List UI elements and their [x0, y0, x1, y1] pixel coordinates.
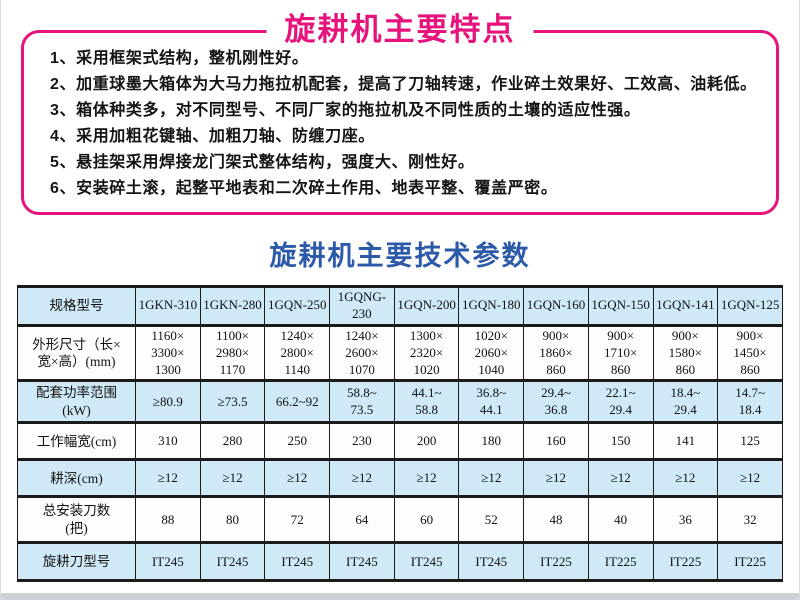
model-header: 1GQN-250: [264, 285, 331, 327]
model-header: 1GQN-180: [458, 285, 525, 327]
feature-item-5: 5、悬挂架采用焊接龙门架式整体结构，强度大、刚性好。: [50, 154, 475, 171]
model-header: 1GQN-125: [717, 285, 783, 327]
spec-cell: ≥12: [523, 458, 589, 499]
spec-cell: 80: [199, 495, 266, 545]
table-row-blade-count: 总安装刀数 (把) 88 80 72 64 60 52 48 40 36 32: [17, 495, 783, 545]
spec-cell: 1100× 2980× 1170: [199, 323, 266, 383]
spec-cell: 72: [264, 495, 331, 545]
spec-cell: ≥12: [135, 458, 201, 499]
model-header: 1GQN-200: [393, 285, 460, 327]
spec-cell: IT245: [135, 541, 201, 583]
spec-cell: 150: [587, 421, 654, 462]
model-header: 1GKN-310: [135, 285, 201, 327]
spec-cell: 18.4~ 29.4: [652, 379, 719, 425]
specs-title: 旋耕机主要技术参数: [269, 241, 531, 271]
spec-cell: 88: [135, 495, 201, 545]
spec-cell: ≥12: [458, 458, 525, 499]
spec-cell: 52: [458, 495, 525, 545]
spec-cell: 48: [523, 495, 589, 545]
spec-cell: 160: [523, 421, 589, 462]
spec-cell: ≥12: [717, 458, 783, 499]
spec-cell: 141: [652, 421, 719, 462]
spec-cell: 66.2~92: [264, 379, 331, 425]
table-row-power: 配套功率范围 (kW) ≥80.9 ≥73.5 66.2~92 58.8~ 73…: [17, 379, 783, 425]
spec-cell: IT225: [587, 541, 654, 583]
spec-cell: ≥73.5: [199, 379, 266, 425]
corner-label: 规格型号: [17, 285, 136, 327]
spec-row-label: 耕深(cm): [17, 458, 136, 499]
spec-cell: 29.4~ 36.8: [523, 379, 589, 425]
spec-row-label: 总安装刀数 (把): [17, 495, 136, 545]
spec-cell: ≥12: [264, 458, 331, 499]
spec-cell: 36: [652, 495, 719, 545]
spec-cell: 900× 1450× 860: [717, 323, 783, 383]
spec-cell: IT245: [329, 541, 395, 583]
spec-cell: 44.1~ 58.8: [393, 379, 460, 425]
table-header-row: 规格型号 1GKN-310 1GKN-280 1GQN-250 1GQNG-23…: [17, 285, 783, 327]
spec-cell: 1160× 3300× 1300: [135, 323, 201, 383]
table-row-working-width: 工作幅宽(cm) 310 280 250 230 200 180 160 150…: [17, 421, 783, 462]
table-row-dimensions: 外形尺寸（长× 宽×高）(mm) 1160× 3300× 1300 1100× …: [17, 323, 783, 383]
spec-cell: 230: [329, 421, 395, 462]
spec-cell: 250: [264, 421, 331, 462]
table-row-blade-model: 旋耕刀型号 IT245 IT245 IT245 IT245 IT245 IT24…: [17, 541, 783, 583]
features-title: 旋耕机主要特点: [266, 10, 534, 50]
spec-cell: 900× 1710× 860: [587, 323, 654, 383]
spec-row-label: 工作幅宽(cm): [17, 421, 136, 462]
table-row-tilling-depth: 耕深(cm) ≥12 ≥12 ≥12 ≥12 ≥12 ≥12 ≥12 ≥12 ≥…: [17, 458, 783, 499]
feature-item-2: 2、加重球墨大箱体为大马力拖拉机配套，提高了刀轴转速，作业碎土效果好、工效高、油…: [50, 76, 757, 93]
model-header: 1GQNG-230: [329, 285, 395, 327]
spec-cell: ≥12: [199, 458, 266, 499]
spec-cell: 900× 1580× 860: [652, 323, 719, 383]
spec-cell: 1240× 2800× 1140: [264, 323, 331, 383]
spec-cell: 1300× 2320× 1020: [393, 323, 460, 383]
spec-cell: 40: [587, 495, 654, 545]
spec-cell: IT245: [458, 541, 525, 583]
spec-cell: 1020× 2060× 1040: [458, 323, 525, 383]
feature-item-3: 3、箱体种类多，对不同型号、不同厂家的拖拉机及不同性质的土壤的适应性强。: [50, 102, 641, 119]
spec-cell: ≥12: [329, 458, 395, 499]
feature-item-4: 4、采用加粗花键轴、加粗刀轴、防缠刀座。: [50, 128, 375, 145]
page-bottom-edge: [1, 593, 799, 600]
spec-cell: 22.1~ 29.4: [587, 379, 654, 425]
spec-cell: 60: [393, 495, 460, 545]
spec-cell: IT225: [652, 541, 719, 583]
spec-cell: 310: [135, 421, 201, 462]
model-header: 1GQN-160: [523, 285, 589, 327]
spec-row-label: 外形尺寸（长× 宽×高）(mm): [17, 323, 136, 383]
spec-cell: IT225: [523, 541, 589, 583]
model-header: 1GKN-280: [199, 285, 266, 327]
spec-cell: 36.8~ 44.1: [458, 379, 525, 425]
spec-cell: IT245: [264, 541, 331, 583]
spec-cell: ≥12: [652, 458, 719, 499]
spec-cell: 900× 1860× 860: [523, 323, 589, 383]
spec-cell: ≥12: [587, 458, 654, 499]
spec-row-label: 配套功率范围 (kW): [17, 379, 136, 425]
spec-cell: 1240× 2600× 1070: [329, 323, 395, 383]
model-header: 1GQN-141: [652, 285, 719, 327]
spec-cell: 180: [458, 421, 525, 462]
spec-row-label: 旋耕刀型号: [17, 541, 136, 583]
model-header: 1GQN-150: [587, 285, 654, 327]
feature-item-1: 1、采用框架式结构，整机刚性好。: [50, 50, 309, 67]
specs-table: 规格型号 1GKN-310 1GKN-280 1GQN-250 1GQNG-23…: [17, 285, 783, 583]
spec-cell: IT245: [199, 541, 266, 583]
spec-cell: 14.7~ 18.4: [717, 379, 783, 425]
spec-cell: IT245: [393, 541, 460, 583]
feature-item-6: 6、安装碎土滚，起整平地表和二次碎土作用、地表平整、覆盖严密。: [50, 180, 558, 197]
spec-cell: 200: [393, 421, 460, 462]
spec-cell: 32: [717, 495, 783, 545]
spec-cell: 58.8~ 73.5: [329, 379, 395, 425]
spec-cell: ≥12: [393, 458, 460, 499]
spec-cell: 280: [199, 421, 266, 462]
spec-cell: IT225: [717, 541, 783, 583]
features-box: 旋耕机主要特点 1、采用框架式结构，整机刚性好。 2、加重球墨大箱体为大马力拖拉…: [21, 10, 779, 215]
spec-cell: 125: [717, 421, 783, 462]
spec-cell: ≥80.9: [135, 379, 201, 425]
spec-cell: 64: [329, 495, 395, 545]
